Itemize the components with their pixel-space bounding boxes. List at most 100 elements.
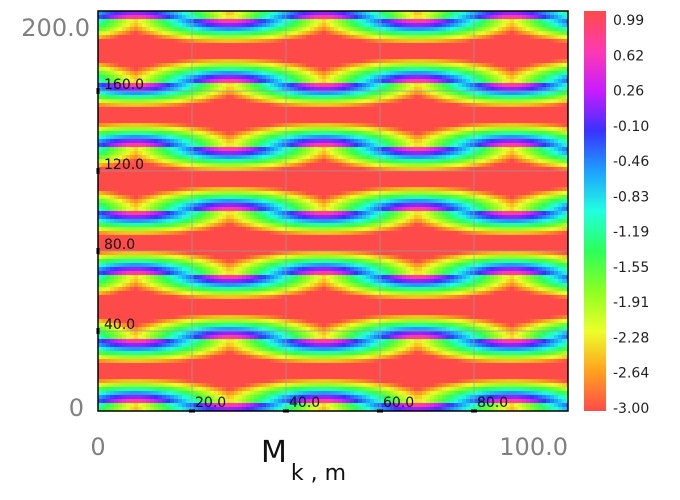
heatmap-cell — [458, 51, 463, 56]
heatmap-cell — [494, 75, 499, 80]
heatmap-cell — [406, 167, 411, 172]
heatmap-cell — [382, 99, 387, 104]
heatmap-cell — [286, 167, 291, 172]
heatmap-cell — [206, 27, 211, 32]
heatmap-cell — [186, 143, 191, 148]
heatmap-cell — [350, 87, 355, 92]
heatmap-cell — [454, 35, 459, 40]
heatmap-cell — [146, 115, 151, 120]
heatmap-cell — [554, 139, 559, 144]
heatmap-cell — [434, 27, 439, 32]
heatmap-cell — [394, 139, 399, 144]
heatmap-cell — [142, 135, 147, 140]
heatmap-cell — [278, 31, 283, 36]
heatmap-cell — [262, 43, 267, 48]
heatmap-cell — [398, 155, 403, 160]
heatmap-cell — [274, 11, 279, 16]
heatmap-cell — [302, 79, 307, 84]
heatmap-cell — [102, 19, 107, 24]
heatmap-cell — [434, 63, 439, 68]
heatmap-cell — [118, 51, 123, 56]
heatmap-cell — [306, 35, 311, 40]
heatmap-cell — [518, 135, 523, 140]
heatmap-cell — [298, 95, 303, 100]
heatmap-cell — [502, 119, 507, 124]
heatmap-cell — [170, 87, 175, 92]
heatmap-cell — [346, 31, 351, 36]
heatmap-cell — [230, 55, 235, 60]
heatmap-cell — [226, 119, 231, 124]
heatmap-cell — [530, 35, 535, 40]
heatmap-cell — [294, 135, 299, 140]
heatmap-cell — [522, 135, 527, 140]
heatmap-cell — [166, 71, 171, 76]
heatmap-cell — [186, 11, 191, 16]
heatmap-cell — [390, 127, 395, 132]
heatmap-cell — [182, 87, 187, 92]
heatmap-cell — [398, 79, 403, 84]
heatmap-cell — [390, 171, 395, 176]
heatmap-cell — [182, 111, 187, 116]
heatmap-cell — [218, 15, 223, 20]
heatmap-cell — [434, 35, 439, 40]
heatmap-cell — [290, 151, 295, 156]
heatmap-cell — [522, 155, 527, 160]
heatmap-cell — [254, 51, 259, 56]
heatmap-cell — [430, 155, 435, 160]
heatmap-cell — [518, 103, 523, 108]
heatmap-cell — [314, 43, 319, 48]
heatmap-cell — [318, 87, 323, 92]
heatmap-cell — [262, 91, 267, 96]
heatmap-cell — [450, 11, 455, 16]
heatmap-cell — [186, 123, 191, 128]
heatmap-cell — [470, 131, 475, 136]
heatmap-cell — [154, 171, 159, 176]
heatmap-cell — [530, 23, 535, 28]
heatmap-cell — [262, 135, 267, 140]
heatmap-cell — [206, 39, 211, 44]
heatmap-cell — [242, 135, 247, 140]
heatmap-cell — [238, 39, 243, 44]
heatmap-cell — [510, 107, 515, 112]
heatmap-cell — [358, 11, 363, 16]
heatmap-cell — [226, 123, 231, 128]
heatmap-cell — [382, 131, 387, 136]
heatmap-cell — [338, 115, 343, 120]
heatmap-cell — [194, 63, 199, 68]
heatmap-cell — [302, 115, 307, 120]
heatmap-cell — [162, 179, 167, 184]
heatmap-cell — [398, 131, 403, 136]
heatmap-cell — [222, 175, 227, 180]
heatmap-cell — [282, 139, 287, 144]
heatmap-cell — [242, 111, 247, 116]
heatmap-cell — [554, 15, 559, 20]
heatmap-cell — [438, 155, 443, 160]
heatmap-cell — [122, 143, 127, 148]
heatmap-cell — [118, 91, 123, 96]
heatmap-cell — [566, 163, 568, 168]
heatmap-cell — [242, 163, 247, 168]
heatmap-cell — [318, 155, 323, 160]
heatmap-cell — [486, 71, 491, 76]
heatmap-cell — [238, 55, 243, 60]
heatmap-cell — [114, 135, 119, 140]
heatmap-cell — [282, 11, 287, 16]
heatmap-cell — [154, 63, 159, 68]
heatmap-cell — [414, 111, 419, 116]
heatmap-cell — [146, 91, 151, 96]
heatmap-cell — [258, 79, 263, 84]
heatmap-cell — [326, 151, 331, 156]
heatmap-cell — [370, 155, 375, 160]
heatmap-cell — [338, 43, 343, 48]
heatmap-cell — [98, 107, 103, 112]
heatmap-cell — [498, 51, 503, 56]
heatmap-cell — [398, 23, 403, 28]
heatmap-cell — [458, 175, 463, 180]
heatmap-cell — [414, 83, 419, 88]
heatmap-cell — [126, 107, 131, 112]
heatmap-cell — [502, 155, 507, 160]
heatmap-cell — [270, 83, 275, 88]
heatmap-cell — [534, 23, 539, 28]
heatmap-cell — [322, 151, 327, 156]
heatmap-cell — [150, 35, 155, 40]
